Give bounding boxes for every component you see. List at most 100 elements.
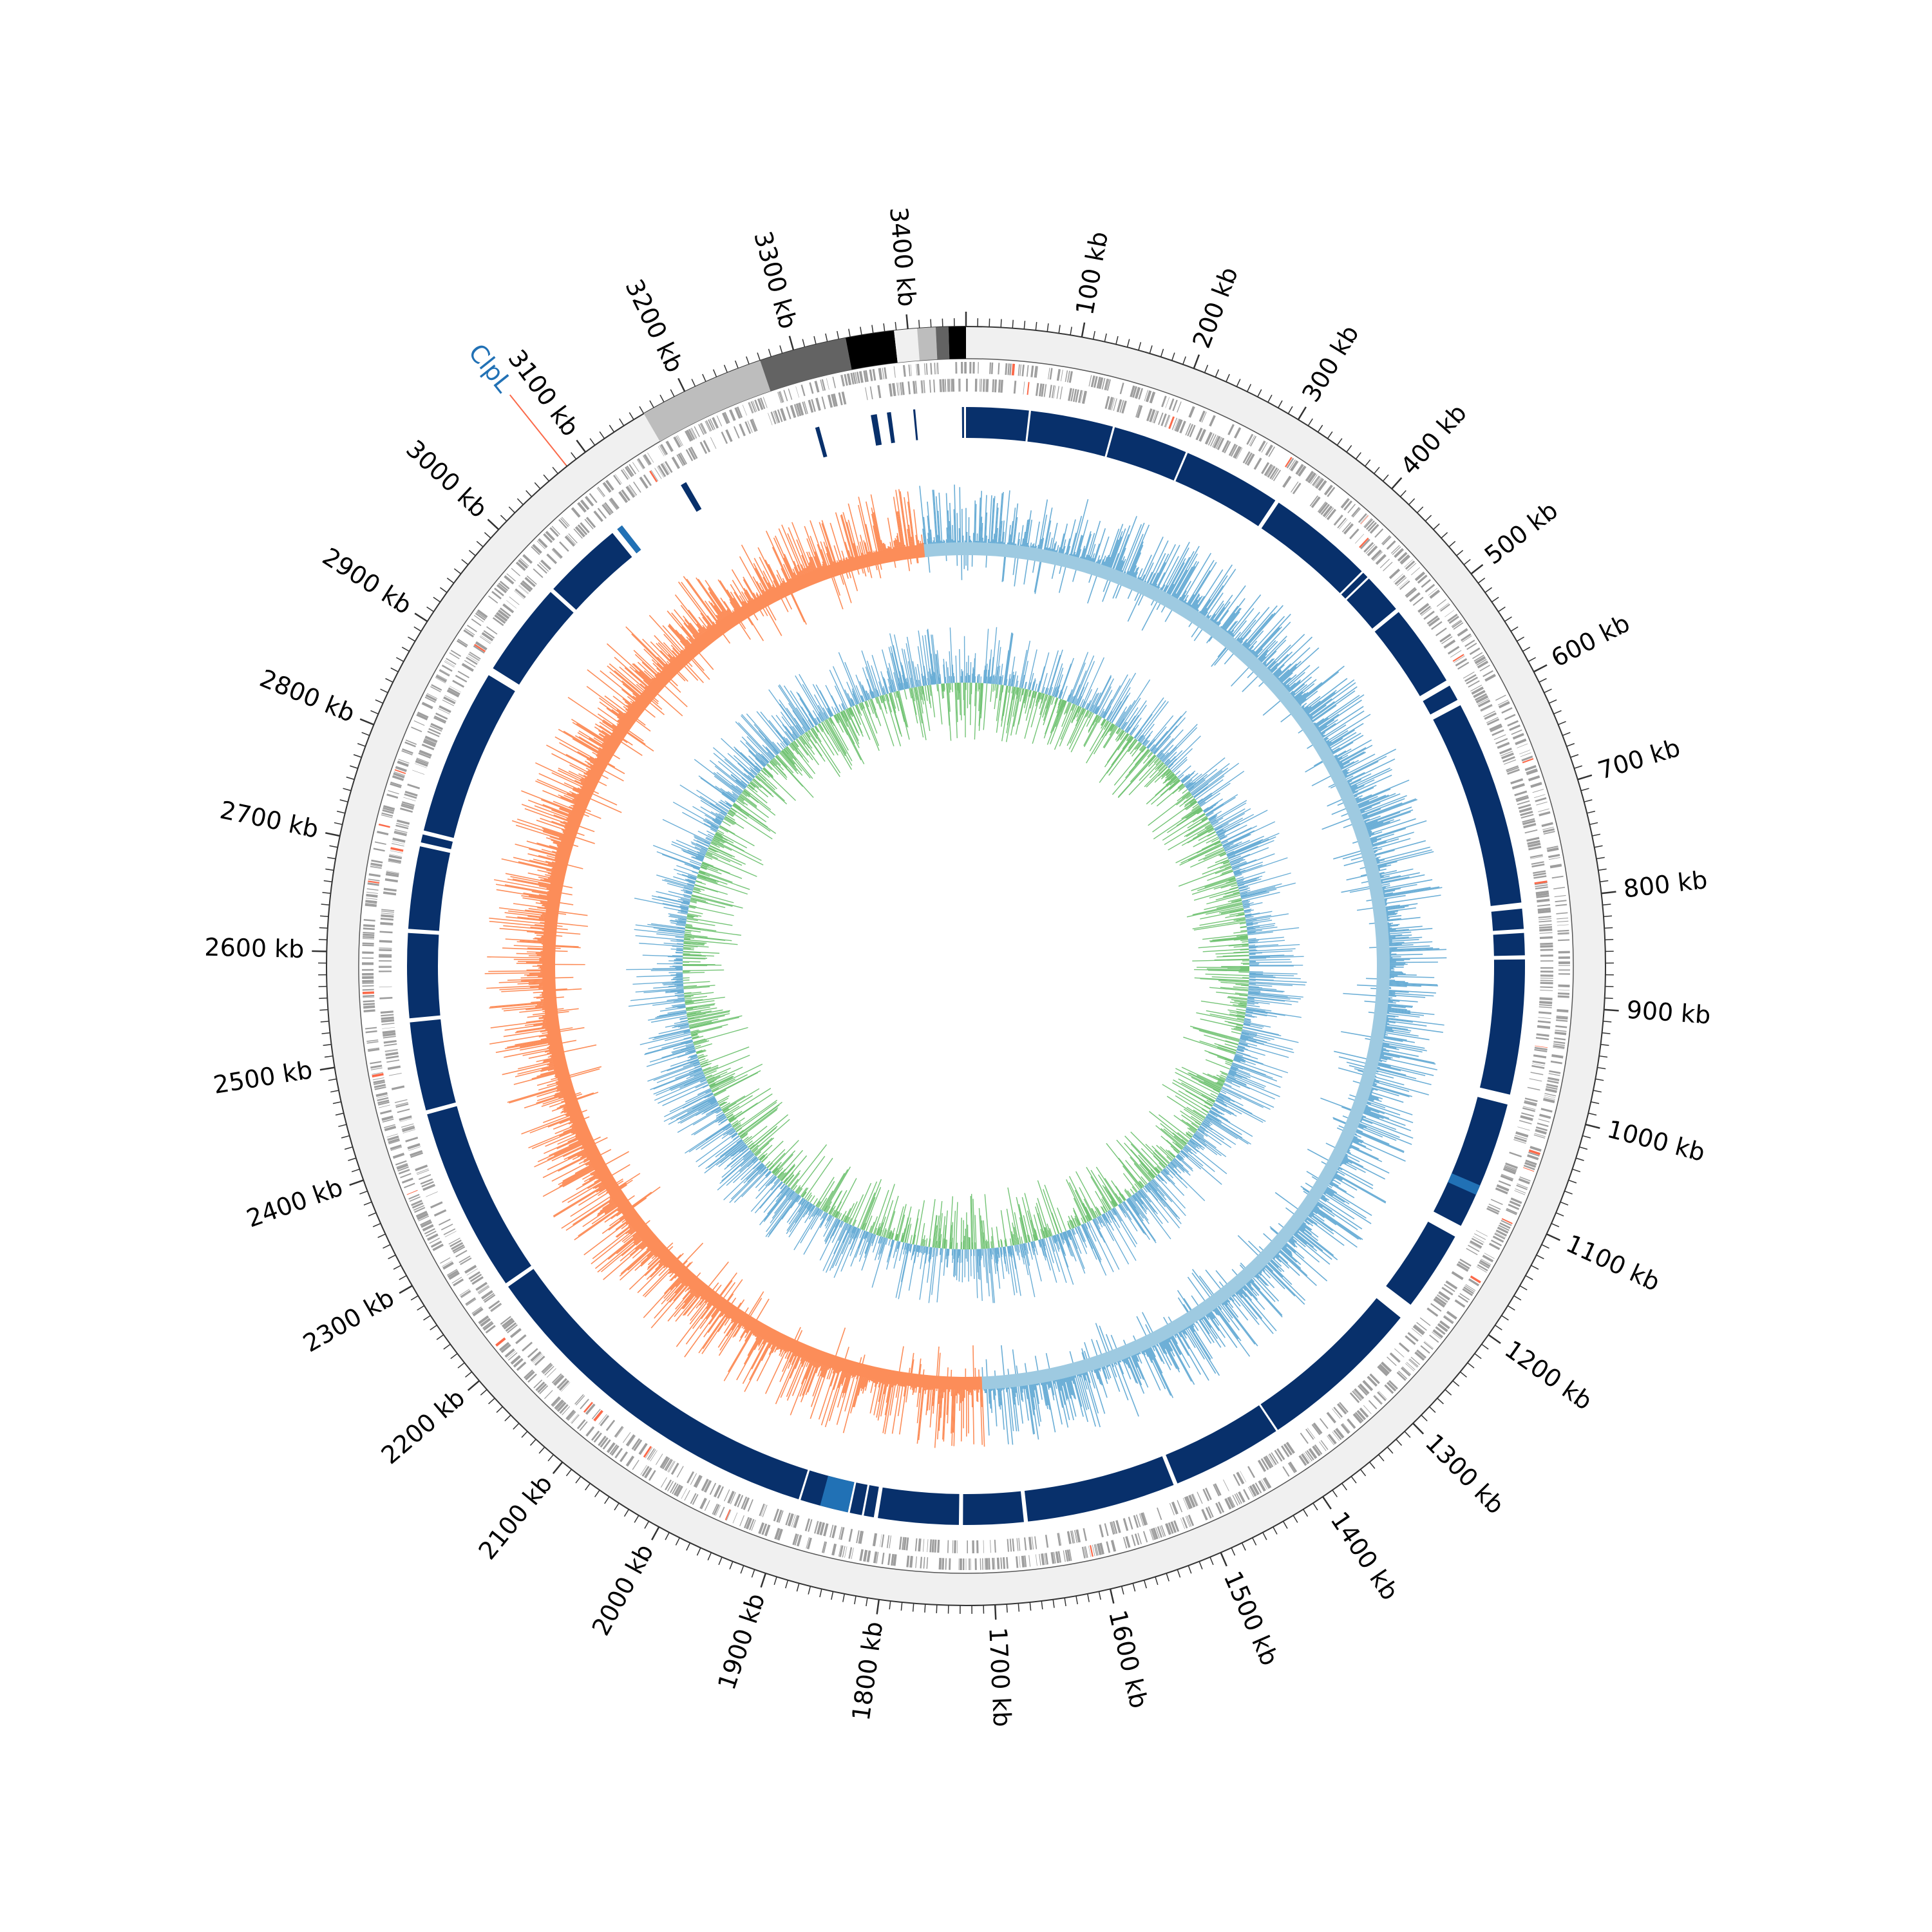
minor-tick — [623, 1509, 629, 1517]
skew-bar-positive — [1156, 602, 1161, 611]
skew-bar-positive — [1110, 1334, 1118, 1350]
gene-feature — [1168, 1522, 1174, 1534]
gene-feature — [1215, 1502, 1222, 1514]
skew-bar-positive — [1217, 646, 1227, 658]
skew-bar-negative — [910, 1352, 914, 1375]
gene-feature — [1539, 920, 1552, 923]
gene-feature — [981, 1558, 983, 1570]
gene-feature — [1305, 1428, 1314, 1440]
gene-feature — [384, 1125, 397, 1132]
gene-feature — [410, 1150, 423, 1157]
gene-feature — [1556, 1019, 1568, 1022]
gene-feature — [1185, 1516, 1191, 1528]
alignment-block — [864, 1485, 879, 1518]
gene-feature — [1093, 375, 1098, 388]
minor-tick — [599, 431, 605, 439]
gene-feature — [362, 938, 374, 940]
gene-feature — [1553, 1037, 1566, 1041]
gene-feature — [1519, 750, 1531, 755]
gene-feature — [1484, 674, 1496, 682]
gene-feature — [633, 1439, 643, 1452]
gene-feature — [363, 919, 375, 922]
gene-feature — [724, 1509, 731, 1520]
gene-feature — [1535, 1126, 1548, 1132]
gene-feature — [365, 1030, 377, 1034]
gene-feature — [362, 951, 374, 954]
gene-feature — [1056, 369, 1061, 381]
skew-bar-positive — [1288, 665, 1345, 711]
minor-tick — [1495, 1325, 1502, 1331]
gene-feature — [734, 407, 741, 419]
gene-feature — [1452, 654, 1464, 662]
minor-tick — [1604, 927, 1613, 929]
gene-feature — [925, 363, 928, 375]
gene-feature — [811, 399, 816, 412]
gene-feature — [1509, 724, 1521, 732]
gene-feature — [999, 379, 1001, 393]
gene-feature — [848, 1547, 853, 1559]
gene-feature — [629, 484, 638, 496]
gene-feature — [688, 448, 696, 460]
gene-feature — [1336, 1403, 1347, 1415]
skew-bar-negative — [632, 1197, 647, 1209]
gene-feature — [668, 1461, 676, 1473]
gene-feature — [1048, 384, 1052, 398]
minor-tick — [327, 857, 336, 860]
gene-feature — [1468, 1278, 1480, 1287]
gene-feature — [1027, 382, 1030, 395]
gene-feature — [430, 725, 442, 732]
gene-feature — [920, 380, 923, 393]
skew-bar-negative — [876, 563, 882, 579]
gene-feature — [1309, 495, 1318, 507]
gene-feature — [703, 1480, 710, 1492]
gene-feature — [1477, 699, 1491, 708]
minor-tick — [521, 1431, 528, 1438]
gene-feature — [591, 1430, 600, 1441]
gene-feature — [1407, 563, 1417, 571]
gene-feature — [518, 559, 528, 569]
gene-feature — [1271, 468, 1280, 480]
gene-feature — [972, 362, 975, 374]
gene-feature — [365, 900, 377, 904]
minor-tick — [457, 1362, 465, 1368]
gene-feature — [1097, 1543, 1102, 1555]
gene-feature — [1555, 900, 1567, 903]
gene-feature — [1527, 840, 1540, 846]
gene-feature — [806, 1537, 812, 1549]
alignment-block — [961, 407, 965, 439]
minor-tick — [1452, 1380, 1460, 1387]
gene-feature — [1405, 587, 1416, 597]
skew-bar-positive — [1343, 992, 1378, 997]
minor-tick — [1355, 452, 1361, 460]
gene-feature — [1165, 1523, 1171, 1535]
gene-feature — [1099, 1524, 1104, 1538]
gene-feature — [733, 426, 740, 439]
gene-feature — [544, 1365, 554, 1376]
skew-bar-negative — [554, 996, 564, 999]
alignment-block — [1479, 959, 1525, 1095]
gene-feature — [546, 553, 558, 564]
skew-bar-positive — [1214, 648, 1229, 666]
alignment-block — [887, 412, 895, 444]
gene-feature — [1411, 1328, 1422, 1337]
gene-feature — [1444, 1315, 1454, 1323]
gene-feature — [1043, 384, 1047, 397]
gene-feature — [1115, 1520, 1121, 1533]
position-label: 100 kb — [1070, 229, 1113, 317]
gene-feature — [1541, 822, 1553, 828]
minor-tick — [1507, 1305, 1515, 1311]
gene-feature — [1414, 571, 1426, 582]
skew-bar-positive — [1306, 1171, 1320, 1180]
gene-feature — [902, 365, 906, 377]
skew-bar-negative — [707, 1261, 729, 1288]
gene-feature — [376, 1095, 388, 1099]
minor-tick — [380, 688, 388, 694]
gene-feature — [1535, 1037, 1549, 1041]
minor-tick — [649, 400, 654, 408]
gene-feature — [1524, 1162, 1537, 1168]
gene-feature — [1404, 559, 1414, 568]
minor-tick — [440, 587, 448, 593]
skew-bar-positive — [1034, 560, 1041, 592]
skew-bar-negative — [766, 604, 777, 621]
gene-feature — [412, 1202, 424, 1209]
